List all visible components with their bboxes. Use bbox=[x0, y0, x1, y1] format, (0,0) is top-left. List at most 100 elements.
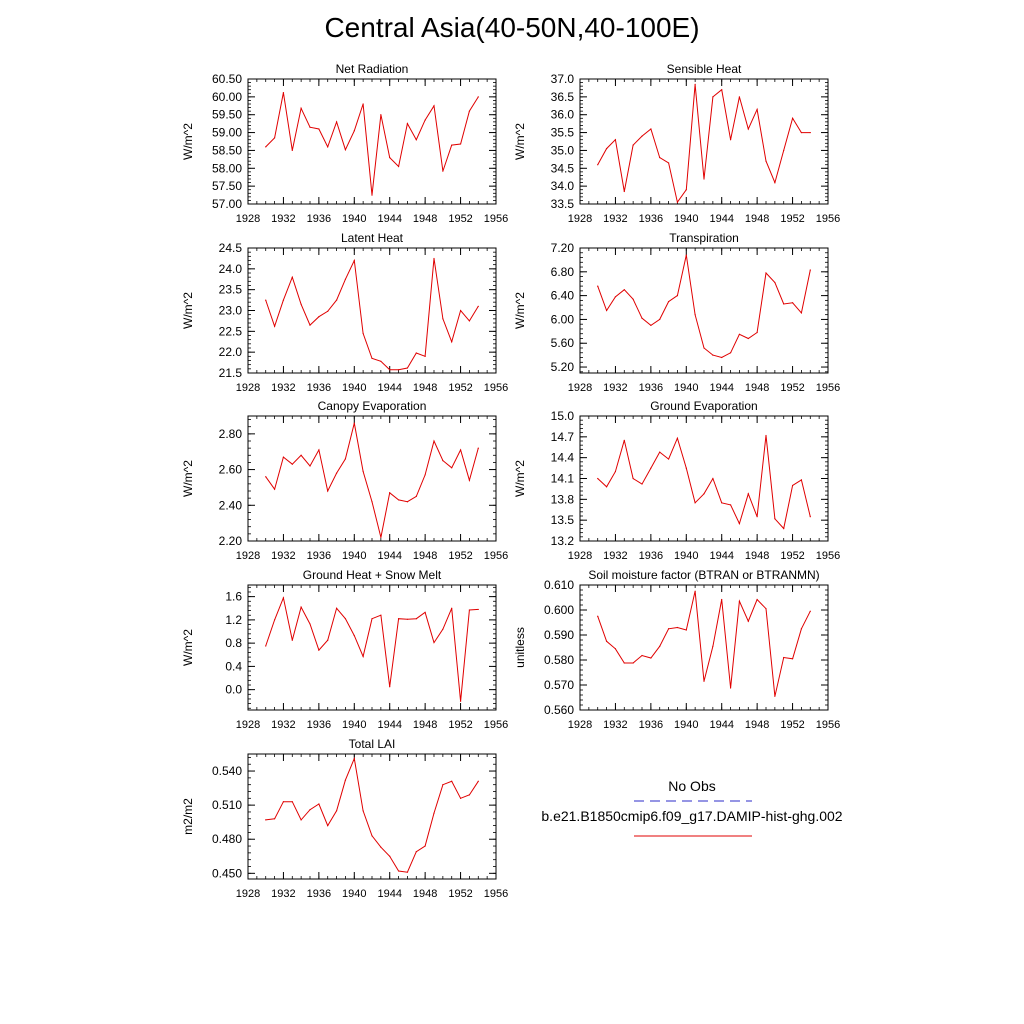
data-point bbox=[265, 299, 267, 301]
chart-title: Total LAI bbox=[349, 737, 396, 751]
y-tick-label: 1.6 bbox=[225, 590, 242, 604]
data-point bbox=[433, 812, 435, 814]
data-point bbox=[291, 801, 293, 803]
data-point bbox=[380, 536, 382, 539]
x-tick-label: 1928 bbox=[236, 888, 260, 900]
y-tick-label: 2.40 bbox=[219, 498, 243, 512]
chart-panel-7: Ground Heat + Snow Melt W/m^2 1928 1932 1936… bbox=[181, 568, 508, 731]
x-tick-label: 1928 bbox=[236, 550, 260, 562]
x-tick-label: 1928 bbox=[236, 213, 260, 225]
x-tick-label: 1948 bbox=[745, 719, 769, 731]
data-point bbox=[459, 449, 462, 451]
data-point bbox=[468, 794, 471, 796]
data-point bbox=[774, 695, 776, 697]
data-point bbox=[265, 476, 267, 478]
x-tick-label: 1940 bbox=[342, 719, 366, 731]
y-tick-label: 0.560 bbox=[544, 703, 574, 717]
y-tick-label: 5.60 bbox=[551, 336, 575, 350]
data-point bbox=[433, 105, 435, 107]
y-tick-label: 37.0 bbox=[551, 72, 575, 86]
data-point bbox=[694, 83, 696, 85]
x-tick-label: 1948 bbox=[413, 888, 437, 900]
y-axis-label: W/m^2 bbox=[181, 123, 195, 160]
data-point bbox=[756, 331, 758, 334]
data-point bbox=[738, 600, 741, 602]
data-point bbox=[783, 656, 785, 659]
y-tick-label: 57.00 bbox=[212, 197, 242, 211]
x-tick-label: 1940 bbox=[674, 719, 698, 731]
data-point bbox=[335, 121, 338, 123]
y-tick-label: 0.540 bbox=[212, 764, 242, 778]
data-point bbox=[477, 780, 479, 782]
data-point bbox=[424, 845, 426, 847]
y-axis-label: unitless bbox=[513, 627, 527, 668]
y-tick-label: 59.00 bbox=[212, 126, 242, 140]
x-tick-label: 1928 bbox=[568, 213, 592, 225]
x-tick-label: 1956 bbox=[484, 719, 508, 731]
data-point bbox=[809, 516, 811, 518]
data-point bbox=[685, 467, 687, 469]
y-axis-label: W/m^2 bbox=[181, 460, 195, 497]
data-point bbox=[676, 437, 679, 439]
y-tick-label: 35.5 bbox=[551, 126, 575, 140]
data-point bbox=[712, 645, 714, 647]
x-tick-label: 1936 bbox=[307, 719, 331, 731]
data-point bbox=[273, 818, 276, 820]
data-point bbox=[291, 276, 293, 278]
data-point bbox=[667, 162, 670, 164]
data-point bbox=[300, 107, 302, 109]
y-tick-label: 0.480 bbox=[212, 832, 242, 846]
x-tick-label: 1936 bbox=[307, 382, 331, 394]
data-point bbox=[623, 289, 625, 291]
data-point bbox=[371, 357, 373, 360]
x-tick-label: 1956 bbox=[816, 382, 840, 394]
data-point bbox=[265, 819, 267, 821]
y-tick-label: 34.0 bbox=[551, 179, 575, 193]
y-tick-label: 14.4 bbox=[551, 451, 575, 465]
y-tick-label: 1.2 bbox=[225, 613, 242, 627]
data-point bbox=[614, 139, 617, 141]
y-tick-label: 14.7 bbox=[551, 430, 575, 444]
data-point bbox=[318, 803, 320, 805]
data-point bbox=[632, 662, 634, 664]
data-point bbox=[380, 360, 382, 362]
data-point bbox=[459, 797, 462, 799]
data-point bbox=[765, 608, 767, 610]
data-point bbox=[415, 352, 417, 354]
x-tick-label: 1948 bbox=[413, 719, 437, 731]
plot-frame bbox=[247, 753, 497, 880]
x-tick-label: 1936 bbox=[307, 213, 331, 225]
y-tick-label: 35.0 bbox=[551, 143, 575, 157]
y-tick-label: 0.580 bbox=[544, 653, 574, 667]
data-point bbox=[335, 607, 338, 609]
data-point bbox=[765, 434, 767, 437]
x-tick-label: 1936 bbox=[639, 550, 663, 562]
data-point bbox=[415, 139, 417, 141]
y-tick-label: 0.4 bbox=[225, 659, 242, 673]
data-point bbox=[353, 757, 355, 760]
data-point bbox=[442, 170, 444, 172]
chart-panel-3: Latent Heat W/m^2 1928 1932 1936 1940 1944 1948… bbox=[181, 231, 508, 394]
data-point bbox=[442, 318, 444, 320]
data-point bbox=[721, 598, 723, 601]
data-point bbox=[774, 181, 776, 184]
x-tick-label: 1944 bbox=[377, 888, 401, 900]
data-point bbox=[406, 367, 409, 369]
y-tick-label: 36.0 bbox=[551, 108, 575, 122]
plot-frame bbox=[579, 415, 829, 542]
x-tick-label: 1936 bbox=[639, 382, 663, 394]
data-point bbox=[371, 194, 373, 196]
data-point bbox=[451, 341, 453, 343]
y-tick-label: 33.5 bbox=[551, 197, 575, 211]
data-point bbox=[291, 463, 293, 465]
legend: No Obs b.e21.B1850cmip6.f09_g17.DAMIP-hi… bbox=[512, 778, 872, 842]
data-point bbox=[703, 493, 705, 495]
chart-title: Soil moisture factor (BTRAN or BTRANMN) bbox=[588, 568, 819, 582]
x-tick-label: 1928 bbox=[568, 550, 592, 562]
y-tick-label: 6.00 bbox=[551, 312, 575, 326]
y-tick-label: 0.8 bbox=[225, 636, 242, 650]
x-tick-label: 1940 bbox=[674, 213, 698, 225]
y-tick-label: 22.5 bbox=[219, 324, 243, 338]
data-point bbox=[614, 648, 617, 650]
